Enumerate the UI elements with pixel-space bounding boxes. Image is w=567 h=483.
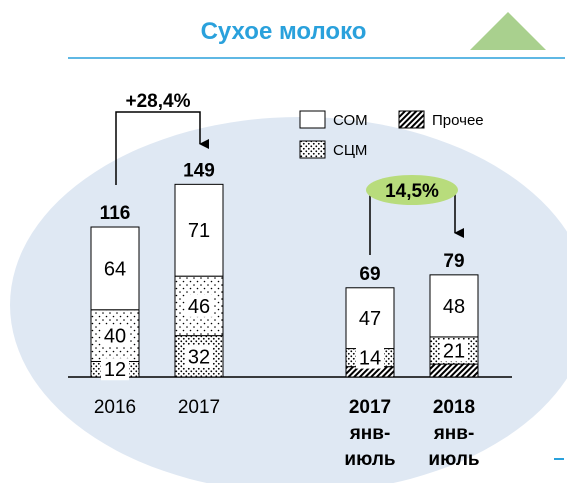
segment-label: 12 <box>104 359 126 381</box>
legend-label-other: Прочее <box>432 112 484 129</box>
segment-label-bg <box>185 345 213 368</box>
segment-label: 40 <box>104 326 126 348</box>
segment-label: 48 <box>443 296 465 318</box>
category-label: янв- <box>433 423 475 444</box>
bar-total-label: 79 <box>443 251 464 272</box>
segment-label: 64 <box>104 258 126 280</box>
bars-layer: 12 40 64 116 2016 32 46 71 149 2017 14 47 69 2017 янв-… <box>90 160 480 470</box>
segment-label-bg <box>101 324 129 347</box>
segment-label: 32 <box>188 346 210 368</box>
legend-swatch-som <box>299 110 326 129</box>
page-title: Сухое молоко <box>200 18 367 45</box>
legend-swatch-scm <box>299 140 326 159</box>
segment-label: 14 <box>359 348 381 370</box>
growth-label-full-year: +28,4% <box>126 91 191 112</box>
legend: СОМ СЦМ Прочее <box>299 110 484 159</box>
corner-mark <box>554 458 564 460</box>
segment-label: 47 <box>359 308 381 330</box>
bar-total-label: 149 <box>183 160 215 181</box>
growth-annotation-jan-jul: 14,5% <box>366 175 464 255</box>
background-oval <box>10 117 567 483</box>
category-label: июль <box>344 449 395 470</box>
segment-label: 21 <box>443 340 465 362</box>
corner-triangle <box>470 12 546 50</box>
growth-badge <box>366 175 458 205</box>
growth-label-jan-jul: 14,5% <box>385 181 439 202</box>
category-label: 2017 <box>349 397 391 418</box>
bar-total-label: 116 <box>100 203 131 224</box>
segment-label-bg <box>440 339 468 362</box>
bar-segment <box>429 274 479 338</box>
legend-label-som: СОМ <box>333 112 368 129</box>
bar-segment <box>429 363 479 378</box>
segment-label-bg <box>101 358 129 381</box>
growth-bracket-full-year <box>115 111 209 185</box>
legend-label-scm: СЦМ <box>333 142 367 159</box>
segment-label: 71 <box>188 220 210 242</box>
bar-segment <box>174 183 224 277</box>
bar-total-label: 69 <box>359 264 380 285</box>
growth-annotation-full-year: +28,4% <box>115 91 209 185</box>
bar-segment <box>90 226 140 311</box>
category-label: 2016 <box>94 397 136 418</box>
category-label: 2018 <box>433 397 475 418</box>
legend-swatch-other <box>398 110 425 129</box>
bar-segment <box>345 287 395 350</box>
segment-label-bg <box>185 294 213 317</box>
category-label: янв- <box>349 423 391 444</box>
category-label: июль <box>428 449 479 470</box>
category-label: 2017 <box>178 397 220 418</box>
segment-label: 46 <box>188 296 210 318</box>
segment-label-bg <box>356 346 384 369</box>
